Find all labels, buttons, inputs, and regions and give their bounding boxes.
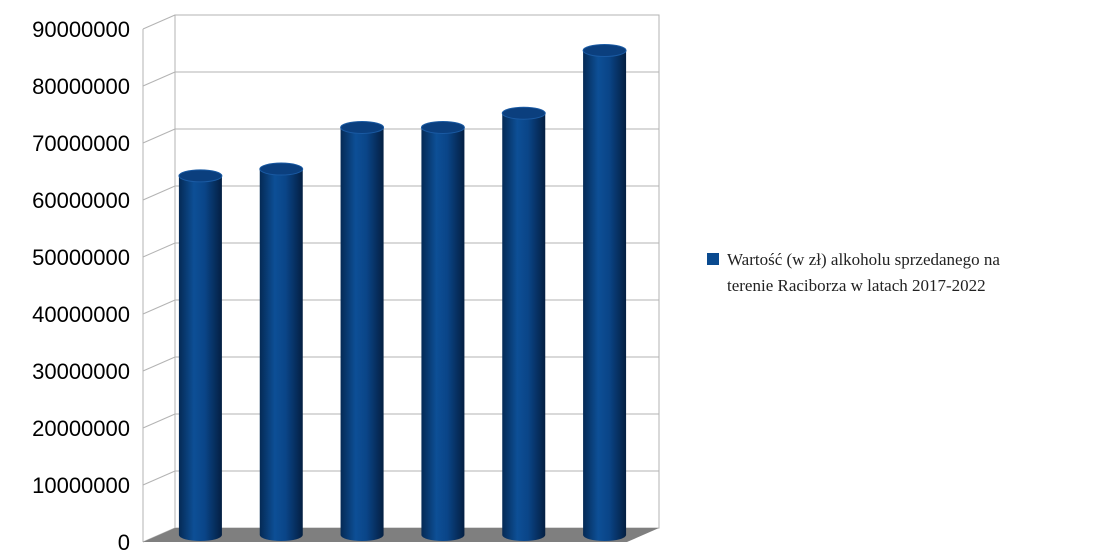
legend: Wartość (w zł) alkoholu sprzedanego na t… (707, 250, 1000, 295)
side-gridline (142, 128, 176, 144)
side-gridline (142, 71, 176, 87)
bar (178, 169, 223, 541)
bar-body (178, 175, 222, 541)
y-tick-label: 80000000 (32, 74, 130, 99)
y-tick-label: 20000000 (32, 416, 130, 441)
bar-body (340, 127, 384, 541)
bar (420, 120, 465, 541)
bar-body (259, 169, 303, 541)
y-tick-label: 60000000 (32, 188, 130, 213)
y-tick-label: 30000000 (32, 359, 130, 384)
bar-top (259, 162, 304, 176)
y-tick-label: 40000000 (32, 302, 130, 327)
side-gridline (142, 413, 176, 429)
bar-body (421, 127, 465, 541)
bar-top (420, 120, 465, 134)
y-tick-label: 90000000 (32, 17, 130, 42)
side-gridline (142, 356, 176, 372)
legend-label-line2: terenie Raciborza w latach 2017-2022 (727, 276, 986, 295)
side-gridline (142, 14, 176, 30)
bar-top (582, 44, 627, 57)
bar (340, 120, 385, 541)
y-tick-label: 0 (118, 530, 130, 550)
bar (259, 162, 304, 541)
legend-swatch (707, 253, 719, 265)
bar-body (502, 113, 546, 541)
bar-top (501, 106, 546, 120)
side-gridline (142, 470, 176, 486)
y-tick-label: 10000000 (32, 473, 130, 498)
bar (582, 44, 627, 541)
side-gridline (142, 242, 176, 258)
legend-label-line1: Wartość (w zł) alkoholu sprzedanego na (727, 250, 1000, 269)
bar-top (340, 120, 385, 134)
grid-lines (142, 14, 660, 543)
bar (501, 106, 546, 541)
side-gridline (142, 299, 176, 315)
bar-body (583, 50, 627, 541)
y-axis: 0 10000000 20000000 30000000 40000000 5000000… (32, 17, 130, 550)
y-tick-label: 50000000 (32, 245, 130, 270)
side-gridline (142, 185, 176, 201)
bars (178, 44, 627, 541)
bar-top (178, 169, 223, 183)
y-tick-label: 70000000 (32, 131, 130, 156)
